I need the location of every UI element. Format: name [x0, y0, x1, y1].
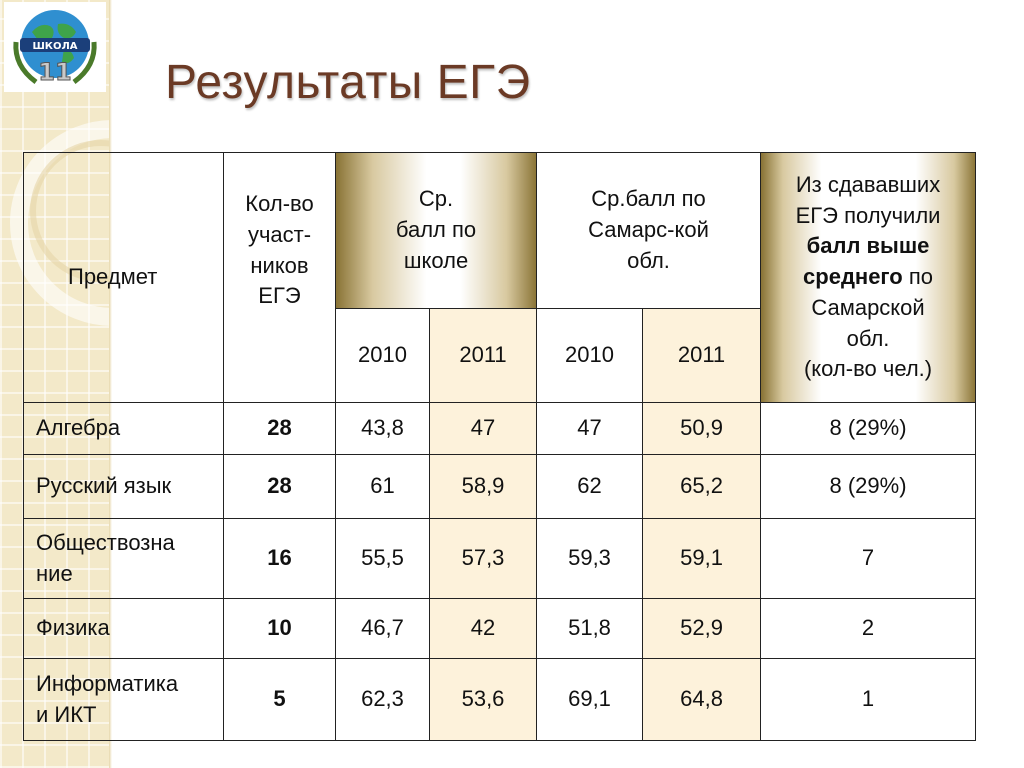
region-2011-cell: 50,9 [642, 402, 762, 455]
table-row: Информатика и ИКТ 5 62,3 53,6 69,1 64,8 1 [23, 658, 977, 741]
header-year-region-2010: 2010 [536, 308, 644, 403]
region-2011-cell: 65,2 [642, 454, 762, 519]
school-2010-cell: 62,3 [335, 658, 430, 741]
page-title: Результаты ЕГЭ [165, 56, 531, 109]
count-cell: 5 [223, 658, 336, 741]
above-avg-cell: 1 [760, 658, 977, 741]
table-row: Русский язык 28 61 58,9 62 65,2 8 (29%) [23, 454, 977, 519]
subject-cell: Обществозна ние [23, 518, 224, 599]
count-cell: 28 [223, 402, 336, 455]
school-2011-cell: 47 [428, 402, 538, 455]
subject-cell: Русский язык [23, 454, 224, 519]
region-2011-cell: 64,8 [642, 658, 762, 741]
table-row: Обществозна ние 16 55,5 57,3 59,3 59,1 7 [23, 518, 977, 599]
count-cell: 28 [223, 454, 336, 519]
above-avg-cell: 7 [760, 518, 977, 599]
subject-cell: Физика [23, 598, 224, 659]
region-2011-cell: 59,1 [642, 518, 762, 599]
header-year-school-2011: 2011 [428, 308, 538, 403]
subject-cell: Алгебра [23, 402, 224, 455]
subject-cell: Информатика и ИКТ [23, 658, 224, 741]
region-2010-cell: 47 [536, 402, 644, 455]
header-region-avg: Ср.балл по Самарс-кой обл. [536, 152, 762, 309]
table-row: Алгебра 28 43,8 47 47 50,9 8 (29%) [23, 402, 977, 455]
school-2011-cell: 57,3 [428, 518, 538, 599]
count-cell: 16 [223, 518, 336, 599]
school-2011-cell: 53,6 [428, 658, 538, 741]
school-2010-cell: 61 [335, 454, 430, 519]
region-2010-cell: 69,1 [536, 658, 644, 741]
header-participants: Кол-во участ- ников ЕГЭ [223, 152, 336, 403]
svg-text:11: 11 [38, 58, 71, 86]
school-2011-cell: 42 [428, 598, 538, 659]
region-2011-cell: 52,9 [642, 598, 762, 659]
above-avg-cell: 8 (29%) [760, 402, 977, 455]
results-table: Предмет Кол-во участ- ников ЕГЭ Ср. балл… [23, 152, 977, 741]
above-avg-cell: 2 [760, 598, 977, 659]
header-above-average: Из сдававших ЕГЭ получили балл выше сред… [760, 152, 977, 403]
header-year-region-2011: 2011 [642, 308, 762, 403]
header-school-avg: Ср. балл по школе [334, 152, 538, 309]
region-2010-cell: 62 [536, 454, 644, 519]
region-2010-cell: 51,8 [536, 598, 644, 659]
header-year-school-2010: 2010 [335, 308, 430, 403]
table-row: Физика 10 46,7 42 51,8 52,9 2 [23, 598, 977, 659]
school-2010-cell: 46,7 [335, 598, 430, 659]
svg-text:ШКОЛА: ШКОЛА [32, 41, 77, 52]
school-2010-cell: 43,8 [335, 402, 430, 455]
school-2011-cell: 58,9 [428, 454, 538, 519]
count-cell: 10 [223, 598, 336, 659]
region-2010-cell: 59,3 [536, 518, 644, 599]
header-subject: Предмет [23, 152, 224, 403]
school-2010-cell: 55,5 [335, 518, 430, 599]
above-avg-cell: 8 (29%) [760, 454, 977, 519]
school-logo: ШКОЛА 11 [4, 2, 106, 92]
